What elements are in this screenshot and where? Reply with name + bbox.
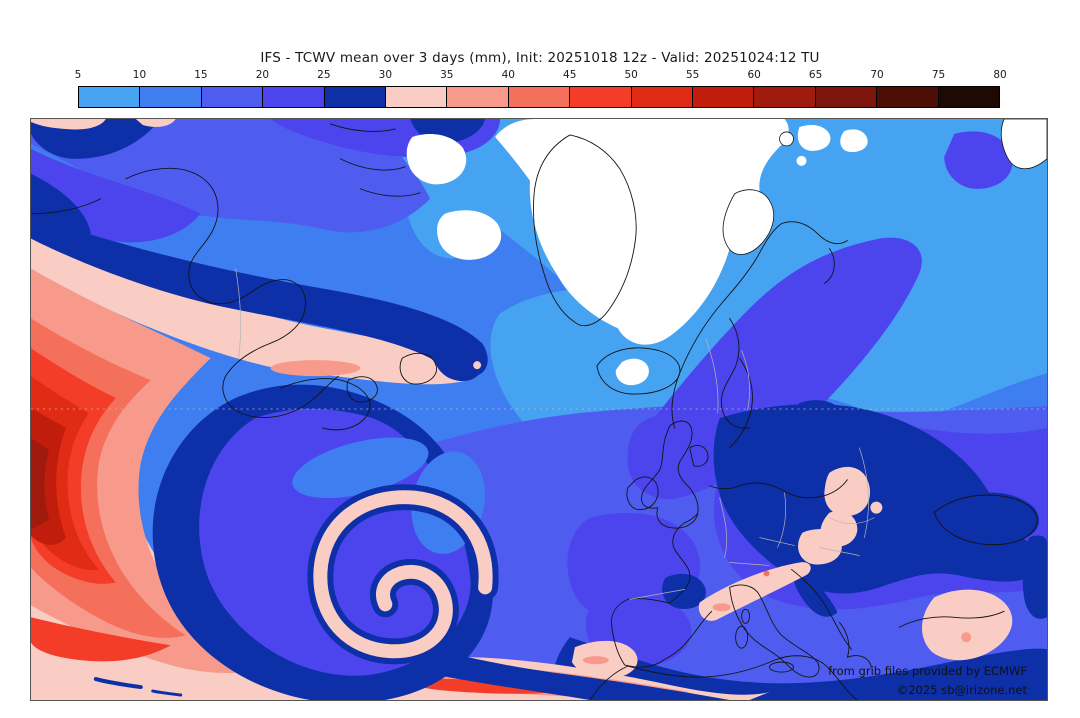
attribution: from grib files provided by ECMWF ©2025 … <box>828 662 1027 700</box>
colorbar-tick-80: 80 <box>993 69 1007 81</box>
svalbard-region <box>722 189 775 255</box>
colorbar-segment-15-20 <box>201 87 264 107</box>
dry-white-regions <box>406 119 1047 386</box>
colorbar-segment-65-70 <box>815 87 878 107</box>
colorbar-tick-30: 30 <box>378 69 393 81</box>
colorbar-segment-75-80 <box>938 87 1000 107</box>
field-cyclone-swirl <box>152 384 499 700</box>
chart-title: IFS - TCWV mean over 3 days (mm), Init: … <box>260 50 820 66</box>
colorbar-segment-70-75 <box>877 87 939 107</box>
colorbar-tick-40: 40 <box>501 69 515 81</box>
baffin-dry-patch <box>406 133 467 185</box>
colorbar-tick-15: 15 <box>194 69 208 81</box>
attribution-source: from grib files provided by ECMWF <box>828 664 1027 678</box>
colorbar-segment-25-30 <box>324 87 387 107</box>
coastlines <box>31 123 1038 700</box>
colorbar-tick-70: 70 <box>870 69 884 81</box>
colorbar-tick-60: 60 <box>747 69 761 81</box>
arctic-island <box>779 131 794 147</box>
colorbar-segment-60-65 <box>754 87 816 107</box>
colorbar-tick-55: 55 <box>685 69 700 81</box>
colorbar-segment-50-55 <box>631 87 694 107</box>
colorbar-ticks: 5 10 15 20 25 30 35 40 45 50 55 60 65 70 75 80 <box>74 69 1007 82</box>
colorbar-tick-75: 75 <box>931 69 946 81</box>
novaya-zemlya-region <box>1000 119 1047 170</box>
colorbar-tick-20: 20 <box>255 69 270 81</box>
colorbar-tick-65: 65 <box>808 69 823 81</box>
colorbar-segments <box>78 86 1000 108</box>
greenland-ice-region <box>495 119 789 345</box>
arctic-island-2 <box>796 155 807 166</box>
colorbar-tick-50: 50 <box>624 69 638 81</box>
tcwv-map: from grib files provided by ECMWF ©2025 … <box>30 118 1048 701</box>
colorbar-tick-35: 35 <box>440 69 454 81</box>
colorbar-segment-30-35 <box>386 87 448 107</box>
attribution-copyright: ©2025 sb@irizone.net <box>896 683 1027 697</box>
iceland-dry-patch <box>615 358 649 386</box>
colorbar-segment-5-10 <box>79 87 141 107</box>
tcwv-field-svg <box>31 119 1047 700</box>
colorbar-segment-45-50 <box>570 87 632 107</box>
country-borders <box>235 268 875 600</box>
colorbar-tick-5: 5 <box>74 69 82 81</box>
colorbar-tick-25: 25 <box>317 69 331 81</box>
colorbar-tick-45: 45 <box>563 69 577 81</box>
colorbar-segment-55-60 <box>693 87 755 107</box>
baffin-dry-patch-2 <box>437 210 502 260</box>
colorbar-segment-10-15 <box>140 87 202 107</box>
colorbar-tick-10: 10 <box>132 69 147 81</box>
colorbar-segment-20-25 <box>263 87 325 107</box>
colorbar-segment-35-40 <box>447 87 509 107</box>
colorbar-segment-40-45 <box>508 87 571 107</box>
